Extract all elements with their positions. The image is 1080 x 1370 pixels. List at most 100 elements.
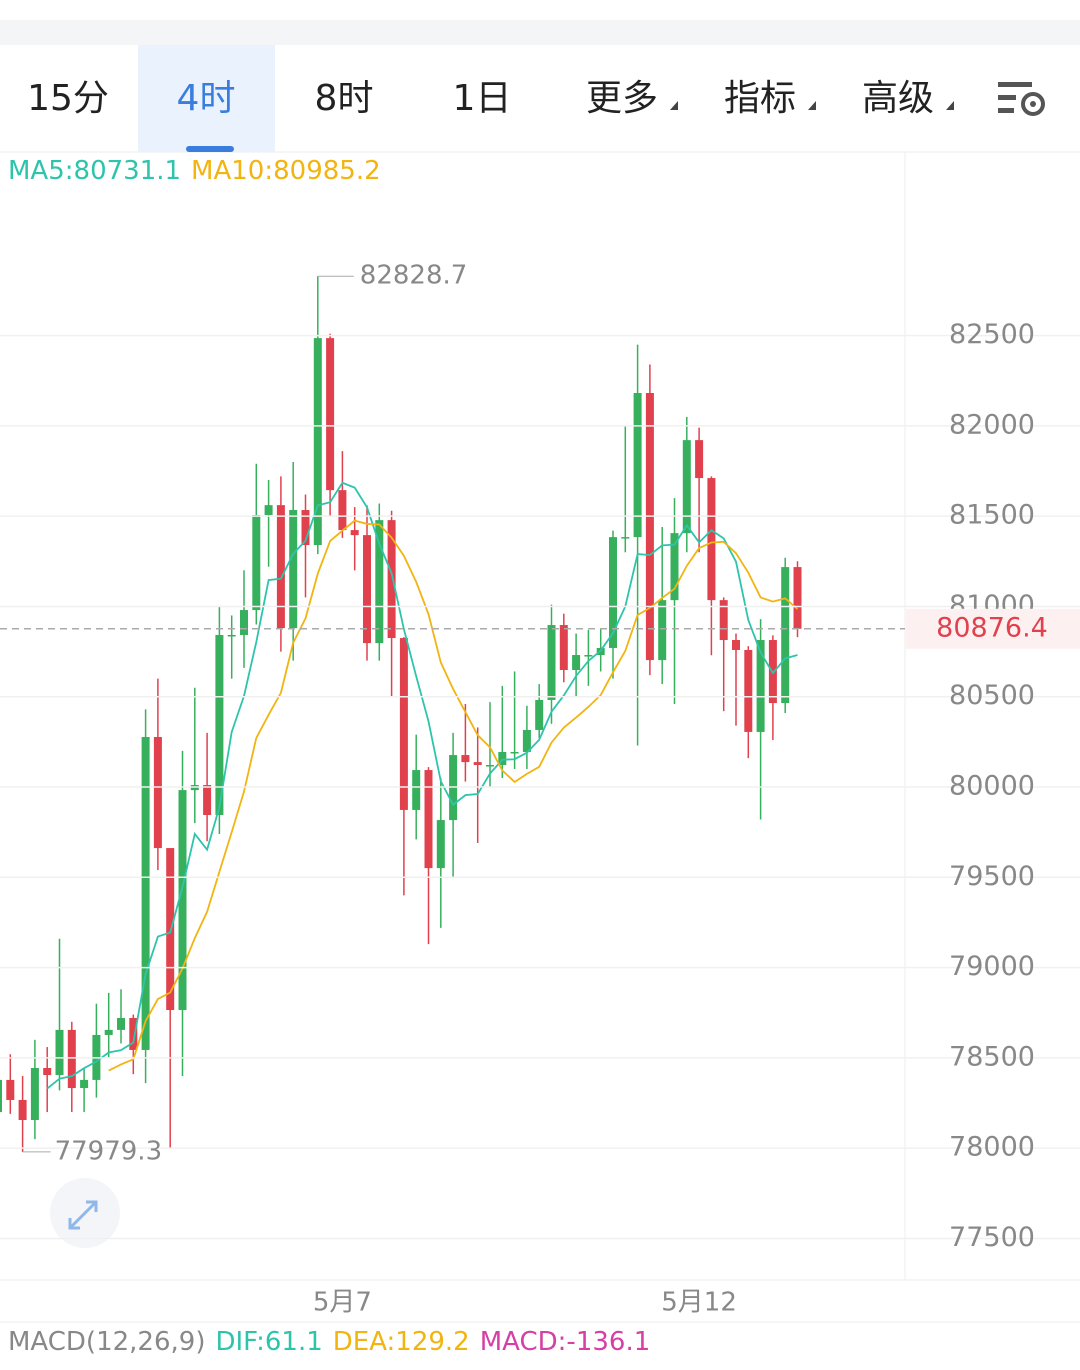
macd-entry: MACD(12,26,9) [8,1327,205,1357]
candle-body [6,1079,15,1100]
candle-body [0,1079,2,1113]
candle-body [547,625,556,700]
candle-body [658,600,667,661]
status-band [0,20,1080,45]
candle-body [756,640,765,732]
candle-body [473,762,482,765]
candle-body [289,510,298,629]
candle-body [781,567,790,704]
candle-body [215,634,224,816]
candle-body [301,510,310,546]
ma-line [46,481,798,1090]
expand-button[interactable] [50,1178,120,1248]
candle-body [227,634,236,637]
candle-body [104,1029,113,1035]
candle-body [43,1068,52,1076]
y-tick-label: 82000 [949,409,1035,440]
y-tick-label: 82500 [949,319,1035,350]
tab[interactable]: 15分 [27,78,109,119]
candle-body [621,537,630,539]
candle-body [117,1017,125,1030]
ma-line [108,519,799,1072]
low-label: 77979.3 [55,1136,163,1166]
candle-body [313,338,322,546]
candle-body [338,490,347,531]
candle-body [645,393,654,661]
plot [0,276,802,1152]
active-tab-indicator [186,146,234,152]
dropdown-caret [808,101,816,110]
macd-entry: MACD:-136.1 [480,1327,651,1357]
active-tab-bg [138,45,275,152]
y-tick-label: 78500 [949,1041,1035,1072]
ma-legend: MA5:80731.1 MA10:80985.2 [8,156,381,186]
candle-body [203,785,212,816]
candle-body [141,737,150,1050]
current-price-label: 80876.4 [936,612,1048,643]
candle-body [572,655,581,671]
candle-body [387,520,396,639]
tab[interactable]: 8时 [315,78,374,119]
candle-body [436,820,445,869]
legend-entry: MA5:80731.1 [8,156,181,186]
candle-body [276,505,285,629]
x-tick-label: 5月12 [661,1288,737,1318]
candle-body [670,533,679,601]
candle-body [264,505,273,516]
candle-body [240,610,248,635]
y-tick-label: 80000 [949,771,1035,802]
candle-body [719,600,728,641]
candle-body [486,764,494,767]
candle-body [633,393,642,538]
candle-body [18,1099,27,1121]
candle-body [732,640,740,650]
candle-body [30,1068,39,1121]
candle-body [510,751,519,754]
candle-body [609,537,617,648]
tab[interactable]: 更多 [586,78,658,119]
candle-body [412,770,421,810]
macd-header: MACD(12,26,9) DIF:61.1 DEA:129.2 MACD:-136.… [8,1327,650,1357]
candle-body [461,755,470,763]
tab[interactable]: 1日 [453,78,512,119]
tab[interactable]: 高级 [862,78,934,119]
candle-body [153,737,162,849]
current-price-bg [906,608,1080,649]
dropdown-caret [946,101,954,110]
candle-body [178,790,187,1011]
candle-body [793,567,802,629]
y-tick-label: 79500 [949,861,1035,892]
dropdown-caret [670,101,678,110]
candle-body [326,338,335,491]
candle-body [744,649,753,732]
candle-body [584,655,593,657]
candle-body [80,1079,89,1089]
candle-body [695,440,704,479]
tab[interactable]: 指标 [724,78,796,119]
candle-body [424,770,433,869]
tab[interactable]: 4时 [177,78,236,119]
candle-body [682,440,691,534]
candle-body [252,515,261,611]
macd-entry: DIF:61.1 [215,1327,322,1357]
candle-body [363,535,371,644]
candle-body [350,530,359,536]
x-tick-label: 5月7 [313,1288,372,1318]
legend-entry: MA10:80985.2 [191,156,381,186]
candle-body [166,848,175,1011]
candle-body [67,1029,76,1089]
settings-icon[interactable] [998,82,1045,116]
candle-body [55,1029,64,1076]
candle-body [129,1017,138,1050]
macd-entry: DEA:129.2 [333,1327,470,1357]
high-label: 82828.7 [360,261,468,291]
candle-body [375,520,384,644]
y-tick-label: 81500 [949,500,1035,531]
candle-body [535,699,544,730]
candle-body [707,478,716,601]
y-tick-label: 77500 [949,1222,1035,1253]
candle-body [559,625,568,671]
y-tick-label: 80500 [949,680,1035,711]
candle-body [522,729,531,752]
